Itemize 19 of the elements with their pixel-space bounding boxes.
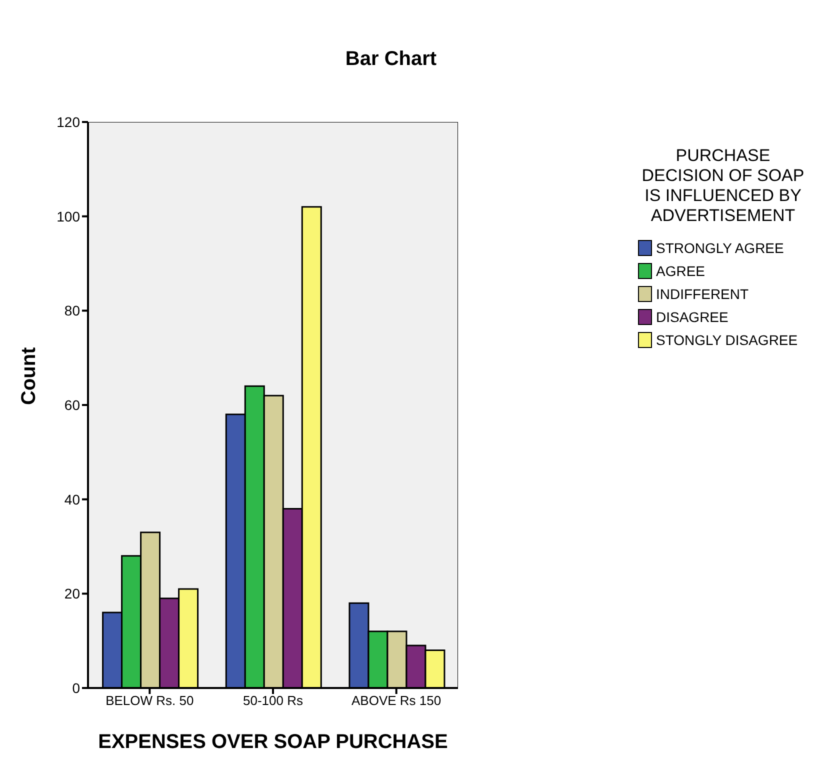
x-tick-label: 50-100 Rs: [243, 693, 304, 708]
y-tick-label: 100: [56, 208, 80, 224]
y-tick-label: 40: [64, 491, 80, 508]
legend-label: DISAGREE: [656, 308, 728, 324]
y-axis-title: Count: [18, 346, 40, 405]
x-tick-label: BELOW Rs. 50: [106, 693, 194, 708]
y-tick-label: 120: [56, 114, 80, 130]
legend-label: AGREE: [656, 262, 706, 278]
legend-label: INDIFFERENT: [656, 286, 749, 302]
y-tick-label: 20: [64, 586, 80, 602]
legend-label: STONGLY DISAGREE: [656, 332, 798, 348]
y-tick-label: 80: [64, 302, 80, 319]
x-tick-label: ABOVE Rs 150: [352, 693, 442, 708]
legend-title: PURCHASE DECISION OF SOAP IS INFLUENCED BY ADVERTISEMENT: [640, 146, 806, 226]
chart-title: Bar Chart: [345, 48, 437, 70]
x-axis-title: EXPENSES OVER SOAP PURCHASE: [98, 731, 448, 753]
y-tick-label: 0: [72, 680, 80, 696]
legend-label: STRONGLY AGREE: [656, 240, 784, 256]
y-tick-label: 60: [64, 396, 80, 413]
